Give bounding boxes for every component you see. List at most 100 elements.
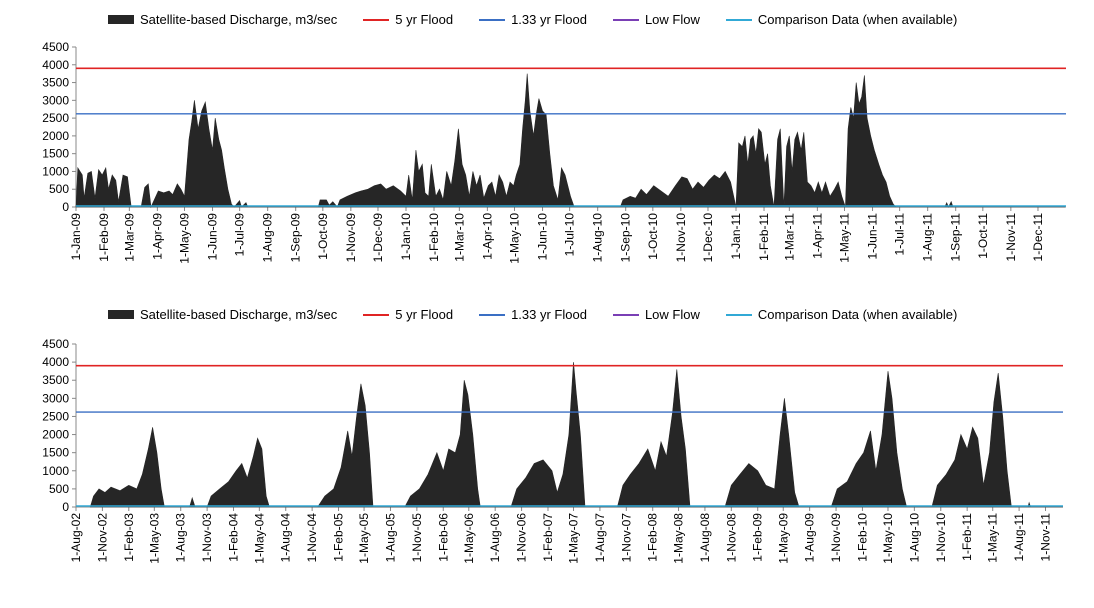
- x-tick-label: 1-May-10: [507, 213, 521, 264]
- y-tick-label: 0: [62, 500, 69, 514]
- x-tick-label: 1-Jun-10: [536, 213, 550, 261]
- x-tick-label: 1-May-09: [177, 213, 191, 264]
- legend-item-discharge: Satellite-based Discharge, m3/sec: [108, 307, 337, 322]
- legend-label-flood5: 5 yr Flood: [395, 12, 454, 27]
- x-tick-label: 1-Jul-11: [893, 213, 907, 256]
- y-tick-label: 1500: [42, 147, 69, 161]
- y-tick-label: 1000: [42, 464, 69, 478]
- discharge-area: [89, 362, 1063, 508]
- x-tick-label: 1-Feb-06: [436, 513, 450, 562]
- legend-item-flood5: 5 yr Flood: [363, 307, 453, 322]
- x-tick-label: 1-Feb-07: [541, 513, 555, 562]
- x-tick-label: 1-Sep-11: [949, 213, 963, 262]
- legend-label-flood133: 1.33 yr Flood: [511, 12, 587, 27]
- x-tick-label: 1-Sep-10: [619, 213, 633, 263]
- x-tick-label: 1-Nov-08: [724, 513, 738, 563]
- x-tick-label: 1-Aug-09: [803, 513, 817, 563]
- legend-swatch-comparison: [725, 313, 752, 316]
- legend-item-flood5: 5 yr Flood: [363, 12, 453, 27]
- discharge-area: [75, 73, 1066, 209]
- x-tick-label: 1-Aug-11: [1012, 513, 1026, 562]
- legend-swatch-comparison: [725, 18, 752, 21]
- x-tick-label: 1-Aug-05: [383, 513, 397, 563]
- chart-2009-2011: Satellite-based Discharge, m3/sec 5 yr F…: [0, 0, 1094, 296]
- x-tick-label: 1-Jun-09: [206, 213, 220, 261]
- y-tick-label: 2500: [42, 409, 69, 423]
- legend-label-lowflow: Low Flow: [644, 12, 700, 27]
- x-tick-label: 1-Nov-05: [410, 513, 424, 563]
- x-tick-label: 1-Aug-10: [907, 513, 921, 563]
- y-tick-label: 3500: [42, 76, 69, 90]
- legend-label-comparison: Comparison Data (when available): [757, 307, 958, 322]
- chart-plot-area: 0 500 1000 1500 2000 2500 3000 3500 4000 4500 1-Ja…: [42, 40, 1066, 264]
- x-tick-label: 1-May-10: [881, 513, 895, 564]
- x-tick-label: 1-Oct-10: [646, 213, 660, 260]
- y-tick-label: 3000: [42, 391, 69, 405]
- x-tick-label: 1-May-06: [462, 513, 476, 564]
- y-tick-label: 4000: [42, 355, 69, 369]
- x-tick-label: 1-Feb-09: [751, 513, 765, 562]
- legend-item-flood133: 1.33 yr Flood: [479, 307, 587, 322]
- x-tick-label: 1-Feb-10: [427, 213, 441, 262]
- x-tick-label: 1-Feb-03: [122, 513, 136, 562]
- x-tick-label: 1-Aug-03: [174, 513, 188, 563]
- y-tick-label: 2000: [42, 129, 69, 143]
- x-tick-label: 1-Nov-10: [934, 513, 948, 563]
- x-tick-label: 1-May-09: [776, 513, 790, 564]
- legend-item-comparison: Comparison Data (when available): [725, 12, 958, 27]
- legend-label-flood133: 1.33 yr Flood: [511, 307, 587, 322]
- x-tick-label: 1-Mar-10: [452, 213, 466, 262]
- x-tick-label: 1-Feb-11: [757, 213, 771, 261]
- y-tick-label: 4500: [42, 337, 69, 351]
- legend-swatch-discharge: [108, 15, 134, 24]
- legend-label-discharge: Satellite-based Discharge, m3/sec: [140, 12, 338, 27]
- legend-label-lowflow: Low Flow: [644, 307, 700, 322]
- legend-item-discharge: Satellite-based Discharge, m3/sec: [108, 12, 337, 27]
- legend-swatch-flood133: [479, 18, 506, 21]
- x-tick-label: 1-May-04: [252, 513, 266, 564]
- x-tick-label: 1-Feb-10: [855, 513, 869, 562]
- x-tick-label: 1-Aug-11: [921, 213, 935, 262]
- x-tick-label: 1-Nov-09: [344, 213, 358, 263]
- x-tick-label: 1-Aug-02: [69, 513, 83, 563]
- y-tick-label: 3500: [42, 373, 69, 387]
- x-tick-label: 1-Nov-09: [829, 513, 843, 563]
- x-tick-label: 1-Apr-11: [810, 213, 824, 259]
- x-tick-label: 1-Apr-09: [150, 213, 164, 260]
- x-tick-label: 1-Feb-11: [960, 513, 974, 561]
- chart-plot-area: 0 500 1000 1500 2000 2500 3000 3500 4000 4500 1-Au…: [42, 337, 1063, 564]
- x-tick-label: 1-Jul-10: [563, 213, 577, 257]
- legend-label-flood5: 5 yr Flood: [395, 307, 454, 322]
- y-tick-label: 0: [62, 200, 69, 214]
- legend-label-discharge: Satellite-based Discharge, m3/sec: [140, 307, 338, 322]
- y-tick-label: 500: [49, 482, 69, 496]
- x-tick-label: 1-Mar-09: [122, 213, 136, 262]
- legend-swatch-discharge: [108, 310, 134, 319]
- x-tick-label: 1-Oct-09: [316, 213, 330, 260]
- x-tick-label: 1-Feb-04: [227, 513, 241, 562]
- x-tick-label: 1-Jan-09: [69, 213, 83, 261]
- x-tick-label: 1-May-05: [357, 513, 371, 564]
- y-tick-label: 2000: [42, 428, 69, 442]
- x-tick-label: 1-Nov-07: [619, 513, 633, 563]
- legend-swatch-lowflow: [612, 313, 639, 316]
- legend-swatch-lowflow: [612, 18, 639, 21]
- x-tick-label: 1-May-03: [147, 513, 161, 564]
- legend-swatch-flood5: [363, 313, 390, 316]
- x-tick-label: 1-Nov-10: [674, 213, 688, 263]
- x-tick-label: 1-Mar-11: [782, 213, 796, 261]
- x-tick-label: 1-Dec-10: [701, 213, 715, 263]
- x-tick-label: 1-Oct-11: [976, 213, 990, 259]
- x-tick-label: 1-Jan-10: [399, 213, 413, 261]
- x-tick-label: 1-May-11: [986, 513, 1000, 563]
- x-tick-label: 1-May-07: [567, 513, 581, 564]
- x-tick-label: 1-Aug-07: [593, 513, 607, 563]
- legend: Satellite-based Discharge, m3/sec 5 yr F…: [108, 12, 983, 27]
- x-tick-label: 1-Jul-09: [233, 213, 247, 257]
- x-tick-label: 1-Jan-11: [729, 213, 743, 260]
- x-tick-label: 1-Nov-02: [95, 513, 109, 563]
- legend-item-lowflow: Low Flow: [612, 12, 700, 27]
- legend-label-comparison: Comparison Data (when available): [757, 12, 958, 27]
- y-tick-label: 1500: [42, 446, 69, 460]
- x-tick-label: 1-Jun-11: [866, 213, 880, 260]
